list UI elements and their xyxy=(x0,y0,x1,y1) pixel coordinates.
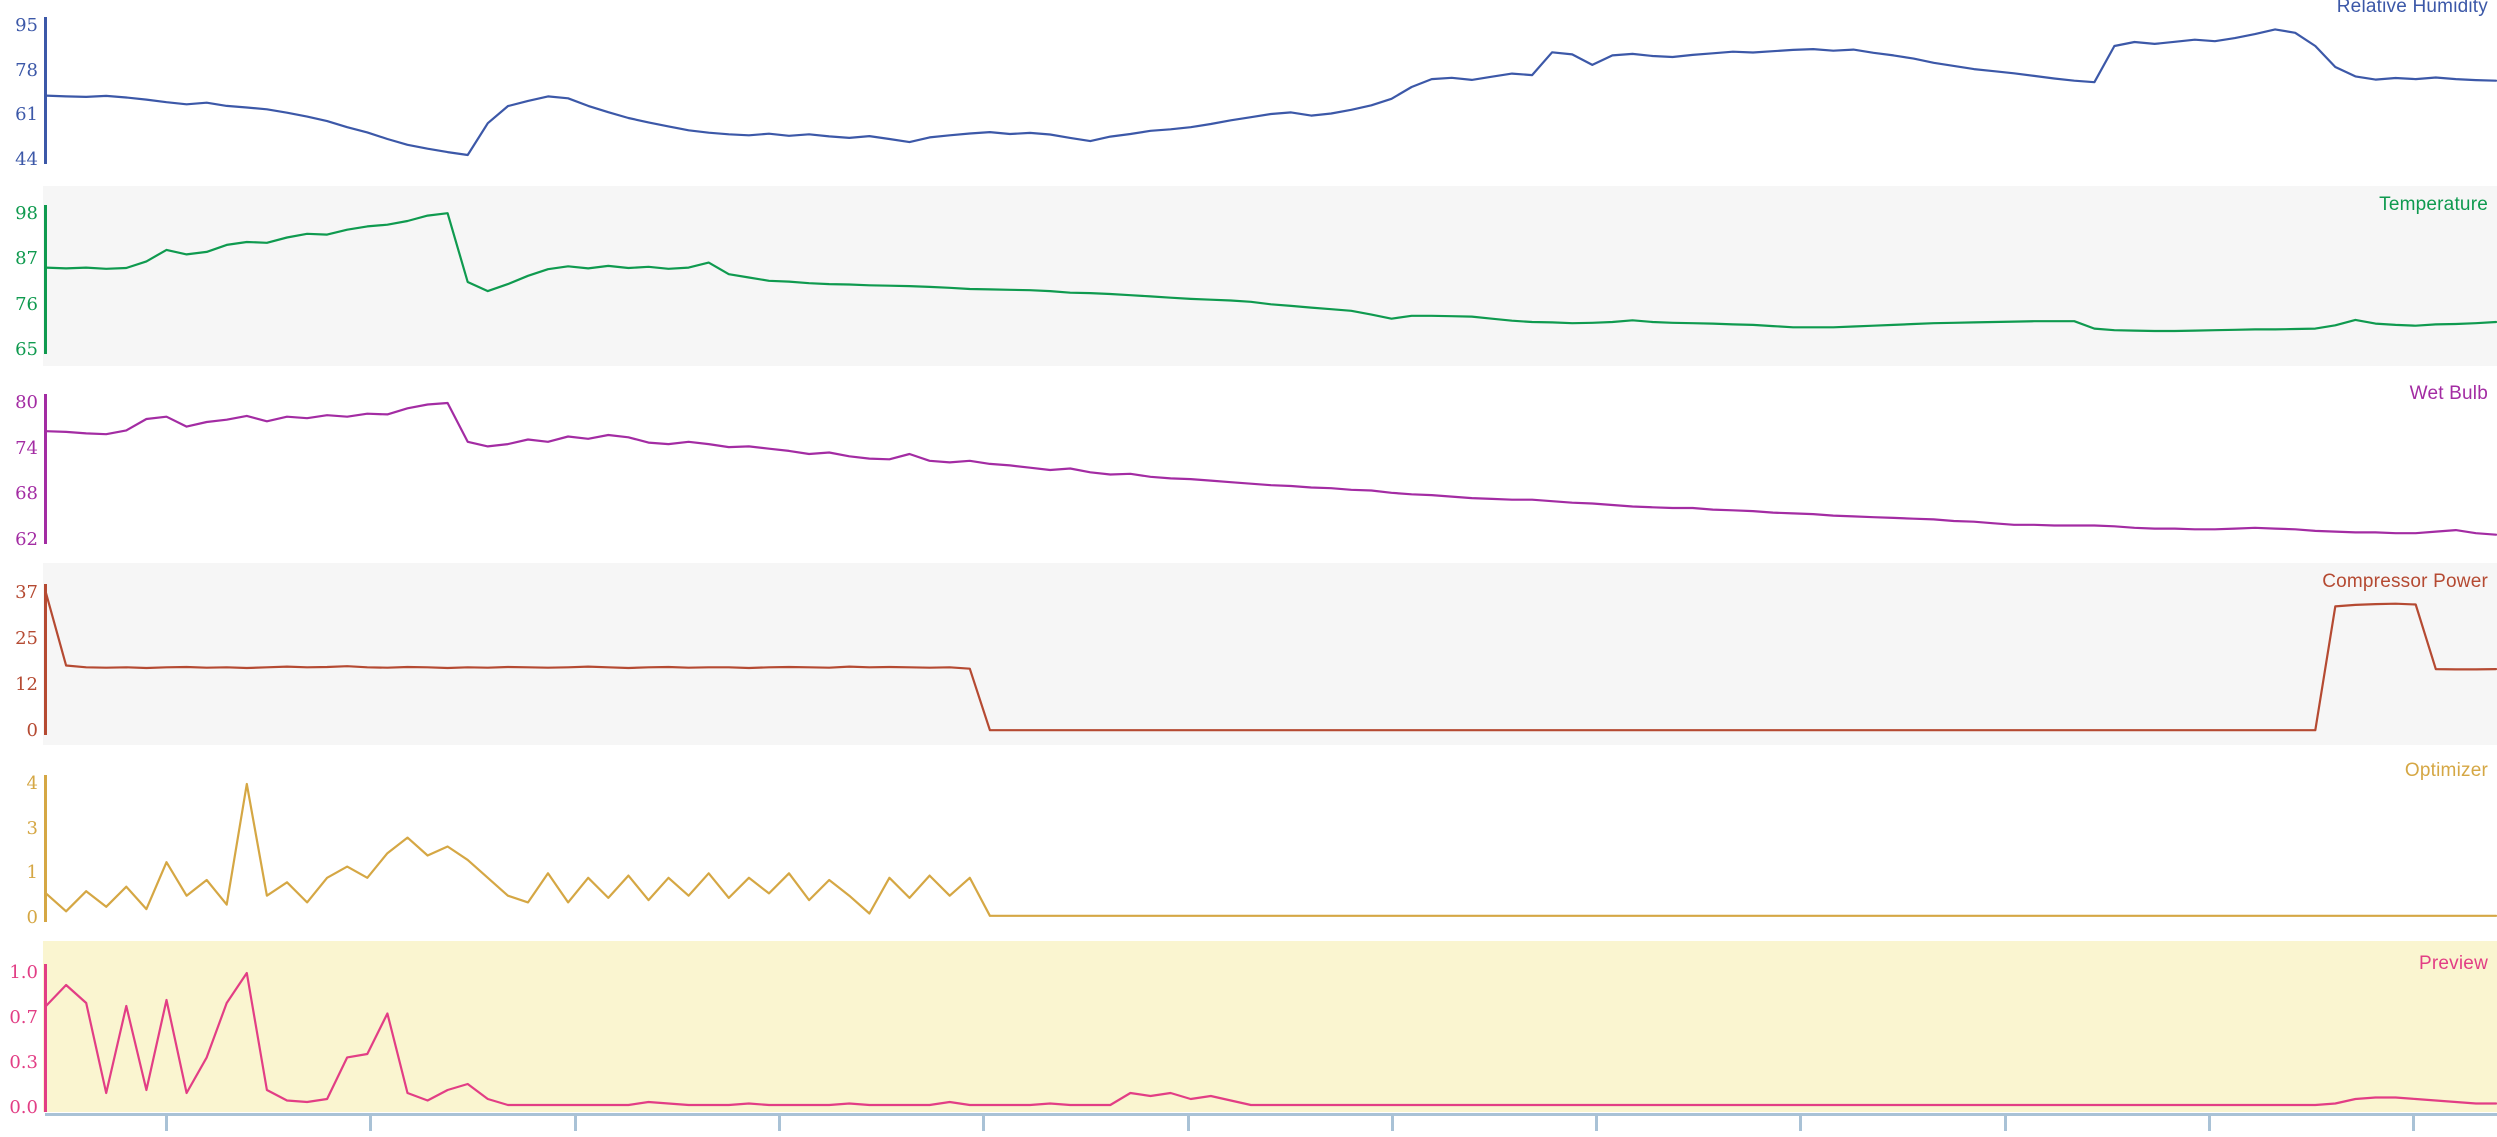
x-axis-tick xyxy=(777,1114,781,1131)
x-axis-line xyxy=(45,1113,2497,1116)
data-line xyxy=(44,212,2497,333)
x-axis-tick xyxy=(1390,1114,1394,1131)
x-axis-tick xyxy=(2003,1114,2007,1131)
chart-panel-wet-bulb: Wet Bulb 80 74 68 62 xyxy=(0,373,2497,556)
x-axis-tick xyxy=(573,1114,577,1131)
y-axis-line xyxy=(44,584,47,735)
y-axis-tick-label: 1 xyxy=(26,862,38,884)
data-line xyxy=(44,971,2497,1107)
y-axis-tick-label: 44 xyxy=(15,149,38,170)
y-axis-line xyxy=(44,17,47,164)
data-line xyxy=(44,401,2497,536)
y-axis-line xyxy=(44,205,47,354)
y-axis-tick-label: 25 xyxy=(15,628,38,649)
y-axis-tick-label: 1.0 xyxy=(9,962,38,983)
x-axis-tick xyxy=(1186,1114,1190,1131)
y-axis-tick-label: 0.0 xyxy=(9,1097,38,1118)
chart-panel-relative-humidity: Relative Humidity 95 78 61 44 xyxy=(0,0,2497,179)
y-axis-tick-label: 87 xyxy=(15,248,38,270)
line-plot[interactable] xyxy=(0,941,2497,1112)
data-line xyxy=(44,591,2497,732)
y-axis-tick-label: 76 xyxy=(15,293,38,315)
line-plot[interactable] xyxy=(0,752,2497,935)
panel-title: Relative Humidity xyxy=(2336,0,2488,17)
data-line xyxy=(44,28,2497,157)
x-axis-tick xyxy=(982,1114,986,1131)
panel-background xyxy=(43,186,2497,366)
y-axis-line xyxy=(44,775,47,922)
line-plot[interactable] xyxy=(0,563,2497,745)
panel-title: Optimizer xyxy=(2404,760,2488,781)
x-axis-tick xyxy=(2412,1114,2416,1131)
chart-panel-optimizer: Optimizer 4 3 1 0 xyxy=(0,752,2497,935)
y-axis-tick-label: 0.3 xyxy=(9,1052,38,1073)
y-axis-tick-label: 74 xyxy=(15,437,38,459)
y-axis-tick-label: 78 xyxy=(15,59,38,81)
panel-background xyxy=(43,563,2497,745)
y-axis-tick-label: 68 xyxy=(15,483,38,505)
data-line xyxy=(44,782,2497,917)
y-axis-tick-label: 61 xyxy=(15,104,38,126)
panel-title: Compressor Power xyxy=(2322,571,2488,592)
panel-title: Wet Bulb xyxy=(2409,383,2488,404)
panel-background xyxy=(43,752,2497,935)
y-axis-tick-label: 0.7 xyxy=(9,1007,38,1028)
y-axis-tick-label: 12 xyxy=(15,674,38,695)
line-plot[interactable] xyxy=(0,0,2497,179)
panel-background xyxy=(43,0,2497,179)
y-axis-line xyxy=(44,964,47,1112)
y-axis-tick-label: 3 xyxy=(26,817,38,839)
panel-background xyxy=(43,941,2497,1112)
panel-title: Preview xyxy=(2419,953,2488,974)
line-plot[interactable] xyxy=(0,186,2497,366)
chart-panel-preview: Preview 1.0 0.7 0.3 0.0 xyxy=(0,941,2497,1117)
y-axis-tick-label: 37 xyxy=(15,582,38,603)
panel-title: Temperature xyxy=(2379,194,2488,215)
chart-panel-temperature: Temperature 98 87 76 65 xyxy=(0,186,2497,366)
y-axis-tick-label: 4 xyxy=(26,773,38,794)
y-axis-tick-label: 62 xyxy=(15,529,38,550)
y-axis-tick-label: 0 xyxy=(26,907,38,928)
y-axis-tick-label: 0 xyxy=(26,720,38,741)
y-axis-tick-label: 98 xyxy=(15,203,38,224)
y-axis-tick-label: 95 xyxy=(15,15,38,36)
y-axis-tick-label: 80 xyxy=(15,392,38,413)
y-axis-line xyxy=(44,394,47,544)
x-axis-tick xyxy=(1799,1114,1803,1131)
y-axis-tick-label: 65 xyxy=(15,339,38,360)
x-axis-tick xyxy=(2208,1114,2211,1131)
chart-panel-compressor-power: Compressor Power 37 25 12 0 xyxy=(0,563,2497,745)
x-axis-tick xyxy=(1595,1114,1599,1131)
x-axis-tick xyxy=(165,1114,168,1131)
line-plot[interactable] xyxy=(0,373,2497,556)
x-axis-tick xyxy=(369,1114,373,1131)
